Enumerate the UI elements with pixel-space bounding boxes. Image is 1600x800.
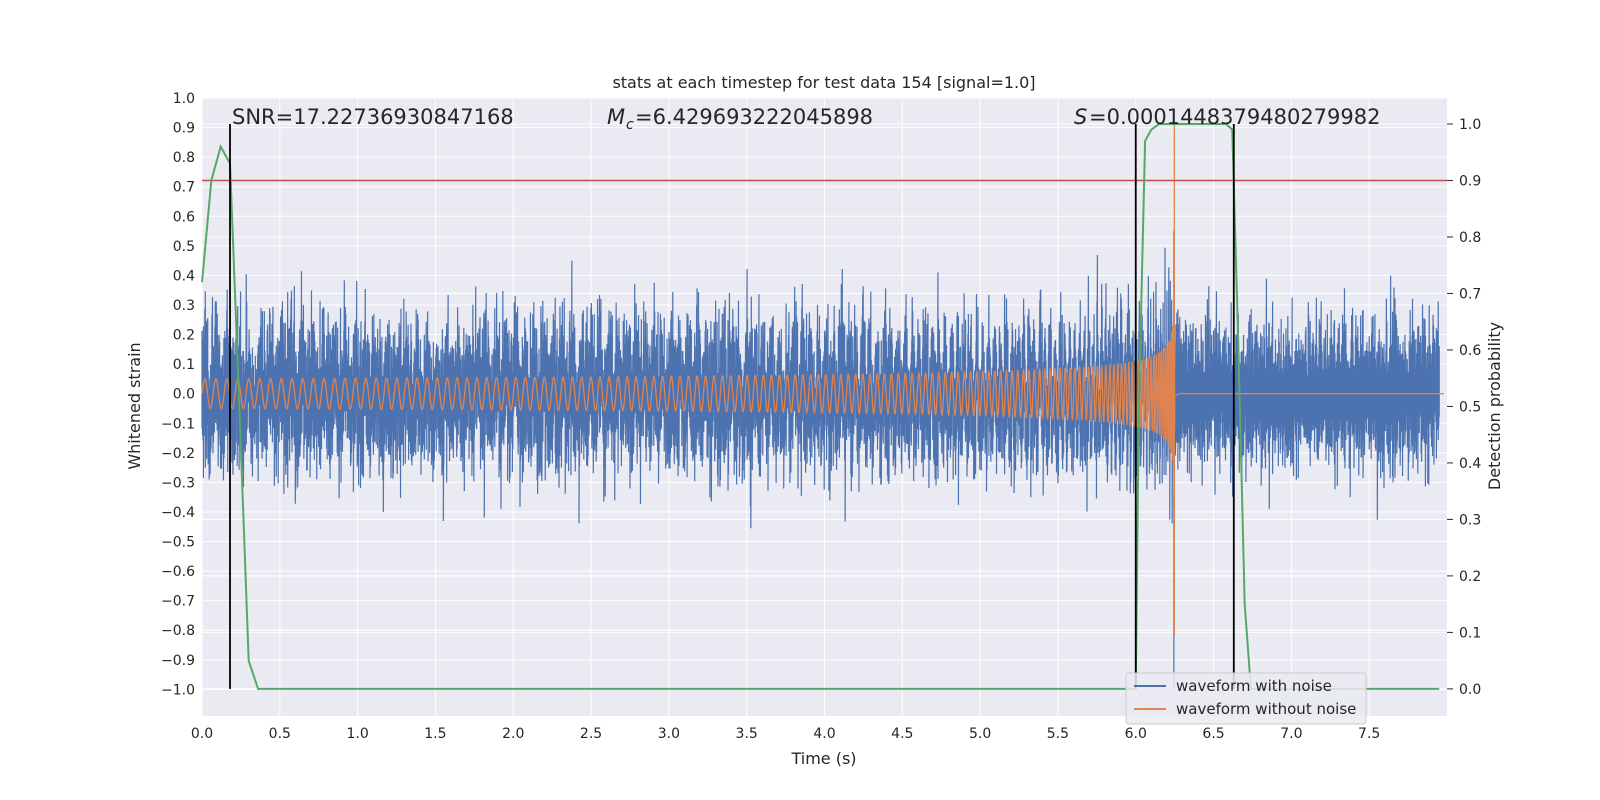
x-tick-label: 6.0	[1125, 726, 1147, 742]
y-tick-label-right: 0.1	[1459, 625, 1481, 641]
legend-label-clean: waveform without noise	[1176, 700, 1356, 718]
y-tick-label-left: 0.6	[173, 209, 195, 225]
s-annotation: S =0.0001448379480279982	[1074, 105, 1381, 129]
y-tick-label-left: 0.0	[173, 387, 195, 403]
y-tick-label-left: −0.3	[161, 475, 195, 491]
snr-annotation: SNR=17.22736930847168	[232, 105, 514, 129]
y-tick-label-right: 0.0	[1459, 682, 1481, 698]
x-tick-label: 5.0	[969, 726, 991, 742]
x-axis-label: Time (s)	[790, 749, 856, 768]
y-tick-label-right: 0.2	[1459, 569, 1481, 585]
y-axis-left-ticks: 1.0 0.9 0.8 0.7 0.6 0.5 0.4 0.3 0.2 0.1 0.0 −0.1 −0.…	[161, 91, 195, 698]
y-tick-label-right: 0.7	[1459, 286, 1481, 302]
x-tick-label: 3.5	[736, 726, 758, 742]
y-tick-label-left: 0.5	[173, 239, 195, 255]
y-tick-label-left: 0.9	[173, 121, 195, 137]
y-axis-left-label: Whitened strain	[125, 342, 144, 469]
x-tick-label: 0.0	[191, 726, 213, 742]
y-tick-label-left: −0.9	[161, 653, 195, 669]
y-tick-label-right: 0.4	[1459, 456, 1481, 472]
svg-text:M: M	[607, 105, 625, 129]
y-tick-label-left: 0.1	[173, 357, 195, 373]
y-tick-label-left: −0.4	[161, 505, 195, 521]
legend-box	[1125, 672, 1367, 725]
y-tick-label-right: 0.3	[1459, 512, 1481, 528]
x-axis-ticks: 0.0 0.5 1.0 1.5 2.0 2.5 3.0 3.5 4.0 4.5 5.0 5.5 6.0 6…	[191, 726, 1380, 742]
y-tick-label-left: 0.8	[173, 150, 195, 166]
mc-annotation-value: =6.429693222045898	[635, 105, 873, 129]
y-axis-right-ticks: 1.0 0.9 0.8 0.7 0.6 0.5 0.4 0.3 0.2 0.1 0.0	[1447, 117, 1481, 698]
x-tick-label: 3.0	[658, 726, 680, 742]
y-tick-label-right: 0.6	[1459, 343, 1481, 359]
series-waveform-without-noise	[201, 121, 1444, 637]
x-tick-label: 4.5	[891, 726, 913, 742]
y-tick-label-right: 0.9	[1459, 173, 1481, 189]
x-tick-label: 5.5	[1047, 726, 1069, 742]
x-tick-label: 1.0	[346, 726, 368, 742]
y-tick-label-left: −0.8	[161, 623, 195, 639]
svg-text:c: c	[626, 117, 634, 133]
mc-annotation: M c =6.429693222045898	[607, 105, 873, 133]
vertical-markers	[229, 123, 1235, 689]
y-tick-label-left: 0.3	[173, 298, 195, 314]
x-tick-label: 4.0	[813, 726, 835, 742]
x-tick-label: 2.0	[502, 726, 524, 742]
y-tick-label-left: 1.0	[173, 91, 195, 107]
x-tick-label: 1.5	[424, 726, 446, 742]
y-tick-label-left: −0.7	[161, 594, 195, 610]
chart-title: stats at each timestep for test data 154…	[612, 73, 1035, 92]
y-axis-right-label: Detection probability	[1485, 322, 1504, 490]
x-tick-label: 2.5	[580, 726, 602, 742]
x-tick-label: 6.5	[1202, 726, 1224, 742]
svg-text:S: S	[1074, 105, 1087, 129]
x-tick-label: 7.5	[1358, 726, 1380, 742]
y-tick-label-left: −0.6	[161, 564, 195, 580]
series-detection-probability	[201, 122, 1447, 690]
s-annotation-value: =0.0001448379480279982	[1089, 105, 1381, 129]
y-tick-label-left: 0.7	[173, 180, 195, 196]
y-tick-label-left: −0.5	[161, 535, 195, 551]
x-tick-label: 7.0	[1280, 726, 1302, 742]
y-tick-label-left: 0.4	[173, 268, 195, 284]
y-tick-label-left: −1.0	[161, 682, 195, 698]
line-detection-probability	[201, 122, 1440, 690]
line-waveform-without-noise	[201, 121, 1444, 637]
legend: waveform with noise waveform without noi…	[1125, 672, 1367, 725]
legend-label-noise: waveform with noise	[1176, 677, 1332, 695]
x-tick-label: 0.5	[269, 726, 291, 742]
y-tick-label-right: 1.0	[1459, 117, 1481, 133]
y-tick-label-right: 0.5	[1459, 399, 1481, 415]
y-tick-label-right: 0.8	[1459, 230, 1481, 246]
y-tick-label-left: −0.2	[161, 446, 195, 462]
y-tick-label-left: −0.1	[161, 416, 195, 432]
y-tick-label-left: 0.2	[173, 328, 195, 344]
